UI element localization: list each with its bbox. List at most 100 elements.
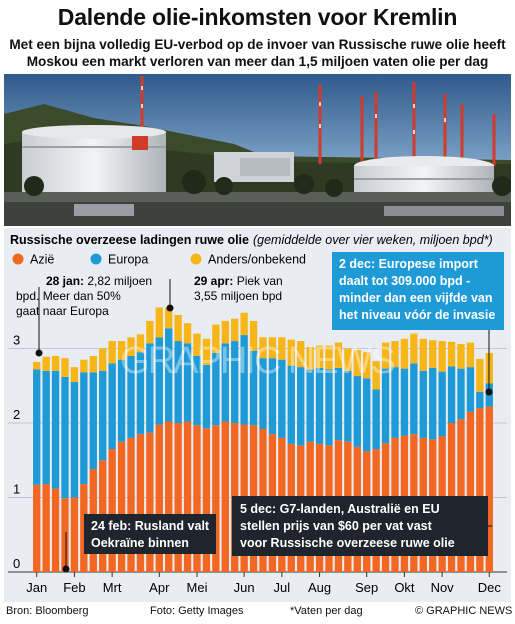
bar-segment-europe-41 — [419, 370, 427, 438]
bar-segment-europe-43 — [438, 371, 446, 437]
bar-segment-europe-32 — [334, 367, 343, 441]
bar-segment-other-28 — [297, 341, 305, 368]
bar-segment-other-45 — [457, 344, 465, 369]
bar-segment-other-20 — [221, 320, 229, 344]
x-tick-label-jul: Jul — [274, 580, 291, 595]
bar-segment-asia-8 — [108, 449, 116, 572]
bar-segment-europe-45 — [457, 368, 465, 420]
bar-segment-other-47 — [476, 358, 484, 392]
bar-segment-other-2 — [51, 355, 60, 371]
bar-segment-europe-1 — [42, 370, 50, 485]
x-tick-label-mei: Mei — [187, 580, 208, 595]
subtitle-line-1: Met een bijna volledig EU-verbod op de i… — [9, 37, 506, 52]
x-tick-label-nov: Nov — [431, 580, 455, 595]
bar-segment-asia-4 — [70, 497, 79, 572]
annotation-dec2-line3: minder dan een vijfde van — [339, 291, 493, 305]
bar-segment-europe-8 — [108, 363, 116, 450]
bar-segment-other-8 — [108, 341, 116, 364]
bar-segment-europe-22 — [240, 335, 248, 425]
x-tick-label-apr: Apr — [149, 580, 170, 595]
bar-segment-europe-24 — [259, 358, 267, 429]
y-tick-label-3: 3 — [13, 333, 20, 348]
bar-segment-asia-19 — [212, 425, 220, 572]
annotation-dec2-line4: het niveau vóór de invasie — [339, 308, 495, 322]
bar-segment-europe-46 — [466, 367, 475, 412]
bar-segment-other-16 — [183, 323, 192, 344]
annotation-dec5-line3: voor Russische overzeese ruwe olie — [240, 536, 455, 550]
annotation-feb24-marker — [62, 565, 70, 573]
bar-segment-europe-35 — [363, 378, 371, 452]
bar-segment-europe-39 — [400, 368, 409, 436]
annotation-dec2-line1: 2 dec: Europese import — [339, 257, 479, 271]
bar-segment-other-34 — [353, 349, 361, 377]
bar-segment-europe-3 — [61, 376, 69, 499]
bar-segment-other-36 — [372, 361, 380, 390]
bar-segment-other-38 — [391, 341, 399, 368]
annotation-jan28-marker — [35, 349, 43, 357]
bar-segment-other-12 — [146, 320, 154, 344]
bar-segment-other-40 — [410, 333, 418, 364]
bar-segment-other-27 — [287, 339, 295, 366]
bar-segment-other-42 — [429, 340, 437, 368]
bar-segment-asia-2 — [51, 488, 60, 572]
bar-segment-europe-7 — [99, 370, 107, 461]
bar-segment-other-3 — [61, 358, 69, 377]
bar-segment-other-7 — [99, 348, 107, 371]
annotation-jan28-date: 28 jan: — [46, 274, 84, 288]
bar-segment-europe-16 — [183, 343, 192, 422]
chart-panel: Russische overzeese ladingen ruwe olie (g… — [4, 228, 511, 602]
bar-segment-europe-9 — [117, 359, 126, 442]
annotation-dec5: 5 dec: G7-landen, Australië en EU stelle… — [232, 496, 492, 556]
bar-segment-other-25 — [268, 337, 277, 359]
bar-segment-europe-15 — [174, 341, 182, 423]
bar-segment-other-11 — [136, 334, 145, 353]
bar-segment-asia-9 — [117, 441, 126, 573]
bar-segment-asia-11 — [136, 434, 145, 572]
annotation-dec2-line2: daalt tot 309.000 bpd - — [339, 274, 470, 288]
bar-segment-europe-38 — [391, 367, 399, 438]
bar-segment-europe-13 — [155, 337, 163, 425]
annotation-apr29-line1: 29 apr: Piek van — [194, 274, 283, 288]
bar-segment-europe-5 — [80, 372, 88, 485]
annotation-jan28-value: 2,82 miljoen — [84, 274, 152, 288]
bar-segment-asia-45 — [457, 419, 465, 572]
annotation-dec5-line2: stellen prijs van $60 per vat vast — [240, 519, 433, 533]
bar-segment-europe-12 — [146, 343, 154, 433]
bar-segment-europe-14 — [165, 328, 173, 422]
bar-segment-asia-3 — [61, 498, 69, 572]
bar-segment-asia-48 — [485, 406, 493, 572]
y-tick-label-1: 1 — [13, 482, 20, 497]
oil-terminal-illustration — [4, 74, 511, 226]
bar-segment-other-30 — [315, 345, 324, 368]
x-tick-label-feb: Feb — [63, 580, 85, 595]
bar-segment-asia-10 — [127, 437, 135, 572]
bar-segment-europe-36 — [372, 389, 380, 450]
annotation-dec2-box — [332, 252, 504, 330]
bar-segment-other-15 — [174, 314, 182, 342]
legend-swatch-europe — [90, 253, 102, 265]
chart-title-main: Russische overzeese ladingen ruwe olie — [10, 233, 249, 247]
x-tick-label-aug: Aug — [308, 580, 331, 595]
bar-segment-other-39 — [400, 338, 409, 369]
footer-note: *Vaten per dag — [290, 605, 363, 617]
y-tick-label-0: 0 — [13, 556, 20, 571]
bar-segment-other-18 — [202, 338, 211, 365]
annotation-apr29-text: Piek van — [233, 274, 282, 288]
bar-segment-europe-30 — [315, 367, 324, 444]
bar-segment-europe-19 — [212, 352, 220, 426]
chart-legend: Azië Europa Anders/onbekend — [12, 253, 306, 267]
footer-credit: © GRAPHIC NEWS — [415, 605, 513, 617]
annotation-apr29-marker — [166, 304, 174, 312]
annotation-apr29-date: 29 apr: — [194, 274, 233, 288]
bar-segment-europe-47 — [476, 391, 484, 409]
bar-segment-other-23 — [249, 320, 258, 351]
bar-segment-other-32 — [334, 342, 343, 368]
annotation-feb24-box — [84, 514, 216, 554]
bar-segment-europe-33 — [344, 370, 352, 442]
bar-segment-other-29 — [306, 347, 314, 370]
bar-segment-europe-34 — [353, 376, 361, 447]
bar-segment-other-19 — [212, 324, 220, 353]
bar-segment-europe-2 — [51, 370, 60, 489]
bar-segment-asia-16 — [183, 421, 192, 572]
